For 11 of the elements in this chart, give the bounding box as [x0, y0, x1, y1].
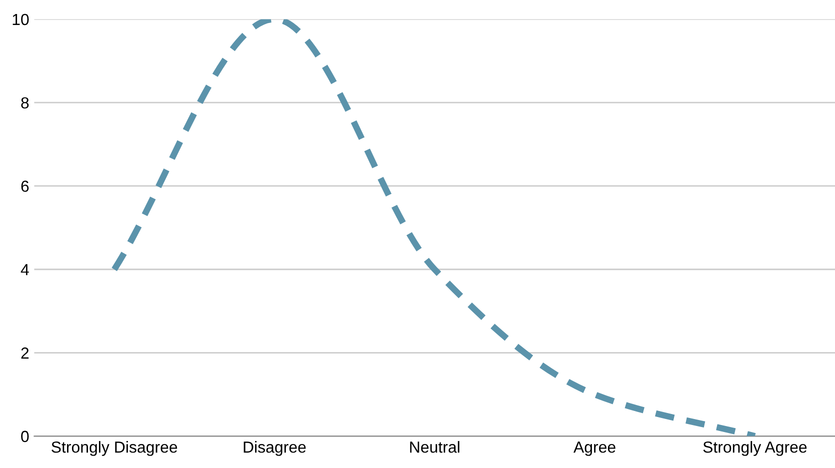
- y-tick-label: 10: [12, 14, 29, 26]
- x-tick-label: Agree: [573, 442, 616, 456]
- y-tick-label: 8: [21, 97, 29, 109]
- x-tick-label: Strongly Agree: [703, 441, 807, 456]
- y-tick-label: 6: [21, 180, 29, 192]
- y-tick-label: 0: [21, 430, 29, 442]
- y-tick-label: 4: [20, 264, 29, 276]
- x-tick-label: Strongly Disagree: [52, 441, 178, 456]
- x-tick-label: Neutral: [410, 441, 460, 453]
- x-tick-label: Disagree: [244, 441, 306, 456]
- y-tick-label: 2: [21, 347, 29, 359]
